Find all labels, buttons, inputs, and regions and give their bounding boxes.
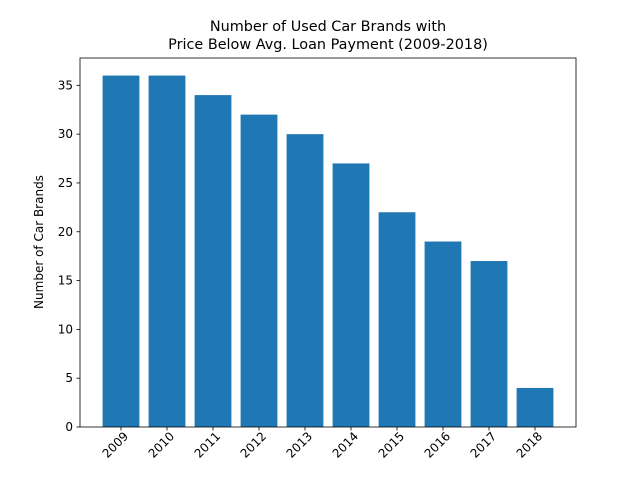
x-tick-label: 2013 (284, 429, 315, 460)
y-tick-label: 25 (58, 176, 73, 190)
x-tick-label: 2010 (146, 429, 177, 460)
y-tick-label: 5 (65, 371, 73, 385)
bar (102, 75, 140, 428)
chart-title: Price Below Avg. Loan Payment (2009-2018… (168, 37, 488, 53)
bar (148, 75, 186, 428)
y-tick-label: 30 (58, 127, 73, 141)
x-tick-label: 2017 (468, 429, 499, 460)
bar (286, 134, 324, 427)
bar (516, 387, 554, 427)
bar (194, 95, 232, 427)
x-tick-label: 2016 (422, 429, 453, 460)
bar (424, 241, 462, 427)
bar (332, 163, 370, 427)
y-axis-label: Number of Car Brands (32, 175, 46, 309)
bar (240, 114, 278, 427)
y-tick-label: 35 (58, 78, 73, 92)
bar (470, 261, 508, 427)
x-tick-label: 2011 (192, 429, 223, 460)
y-tick-label: 20 (58, 225, 73, 239)
chart-title: Number of Used Car Brands with (210, 19, 446, 35)
y-tick-label: 10 (58, 322, 73, 336)
x-tick-label: 2018 (514, 429, 545, 460)
bar (378, 212, 416, 427)
y-tick-label: 15 (58, 274, 73, 288)
x-tick-label: 2012 (238, 429, 269, 460)
x-tick-label: 2014 (330, 429, 361, 460)
x-tick-label: 2009 (100, 429, 131, 460)
y-tick-label: 0 (65, 420, 73, 434)
x-tick-label: 2015 (376, 429, 407, 460)
plot-frame (79, 57, 577, 428)
